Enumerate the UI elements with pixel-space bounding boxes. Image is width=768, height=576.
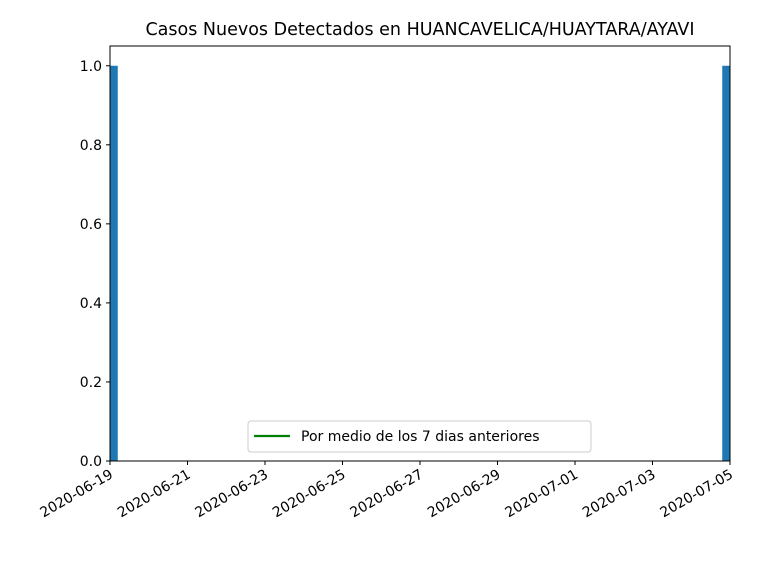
y-tick-label: 0.2 bbox=[80, 375, 102, 391]
y-tick-label: 0.8 bbox=[80, 138, 102, 154]
y-tick-label: 0.4 bbox=[80, 296, 102, 312]
legend: Por medio de los 7 dias anteriores bbox=[247, 420, 592, 453]
plot-frame bbox=[109, 45, 731, 462]
bar-2020-07-05 bbox=[722, 65, 730, 461]
legend-label: Por medio de los 7 dias anteriores bbox=[301, 429, 540, 445]
legend-box bbox=[247, 420, 592, 453]
chart-title: Casos Nuevos Detectados en HUANCAVELICA/… bbox=[145, 20, 694, 40]
y-tick-label: 0.0 bbox=[80, 454, 102, 470]
bar-2020-06-19 bbox=[110, 65, 118, 461]
y-tick-label: 0.6 bbox=[80, 217, 102, 233]
y-axis: 0.0 0.2 0.4 0.6 0.8 1.0 bbox=[80, 59, 110, 470]
bars-layer bbox=[110, 65, 730, 461]
y-tick-label: 1.0 bbox=[80, 59, 102, 75]
